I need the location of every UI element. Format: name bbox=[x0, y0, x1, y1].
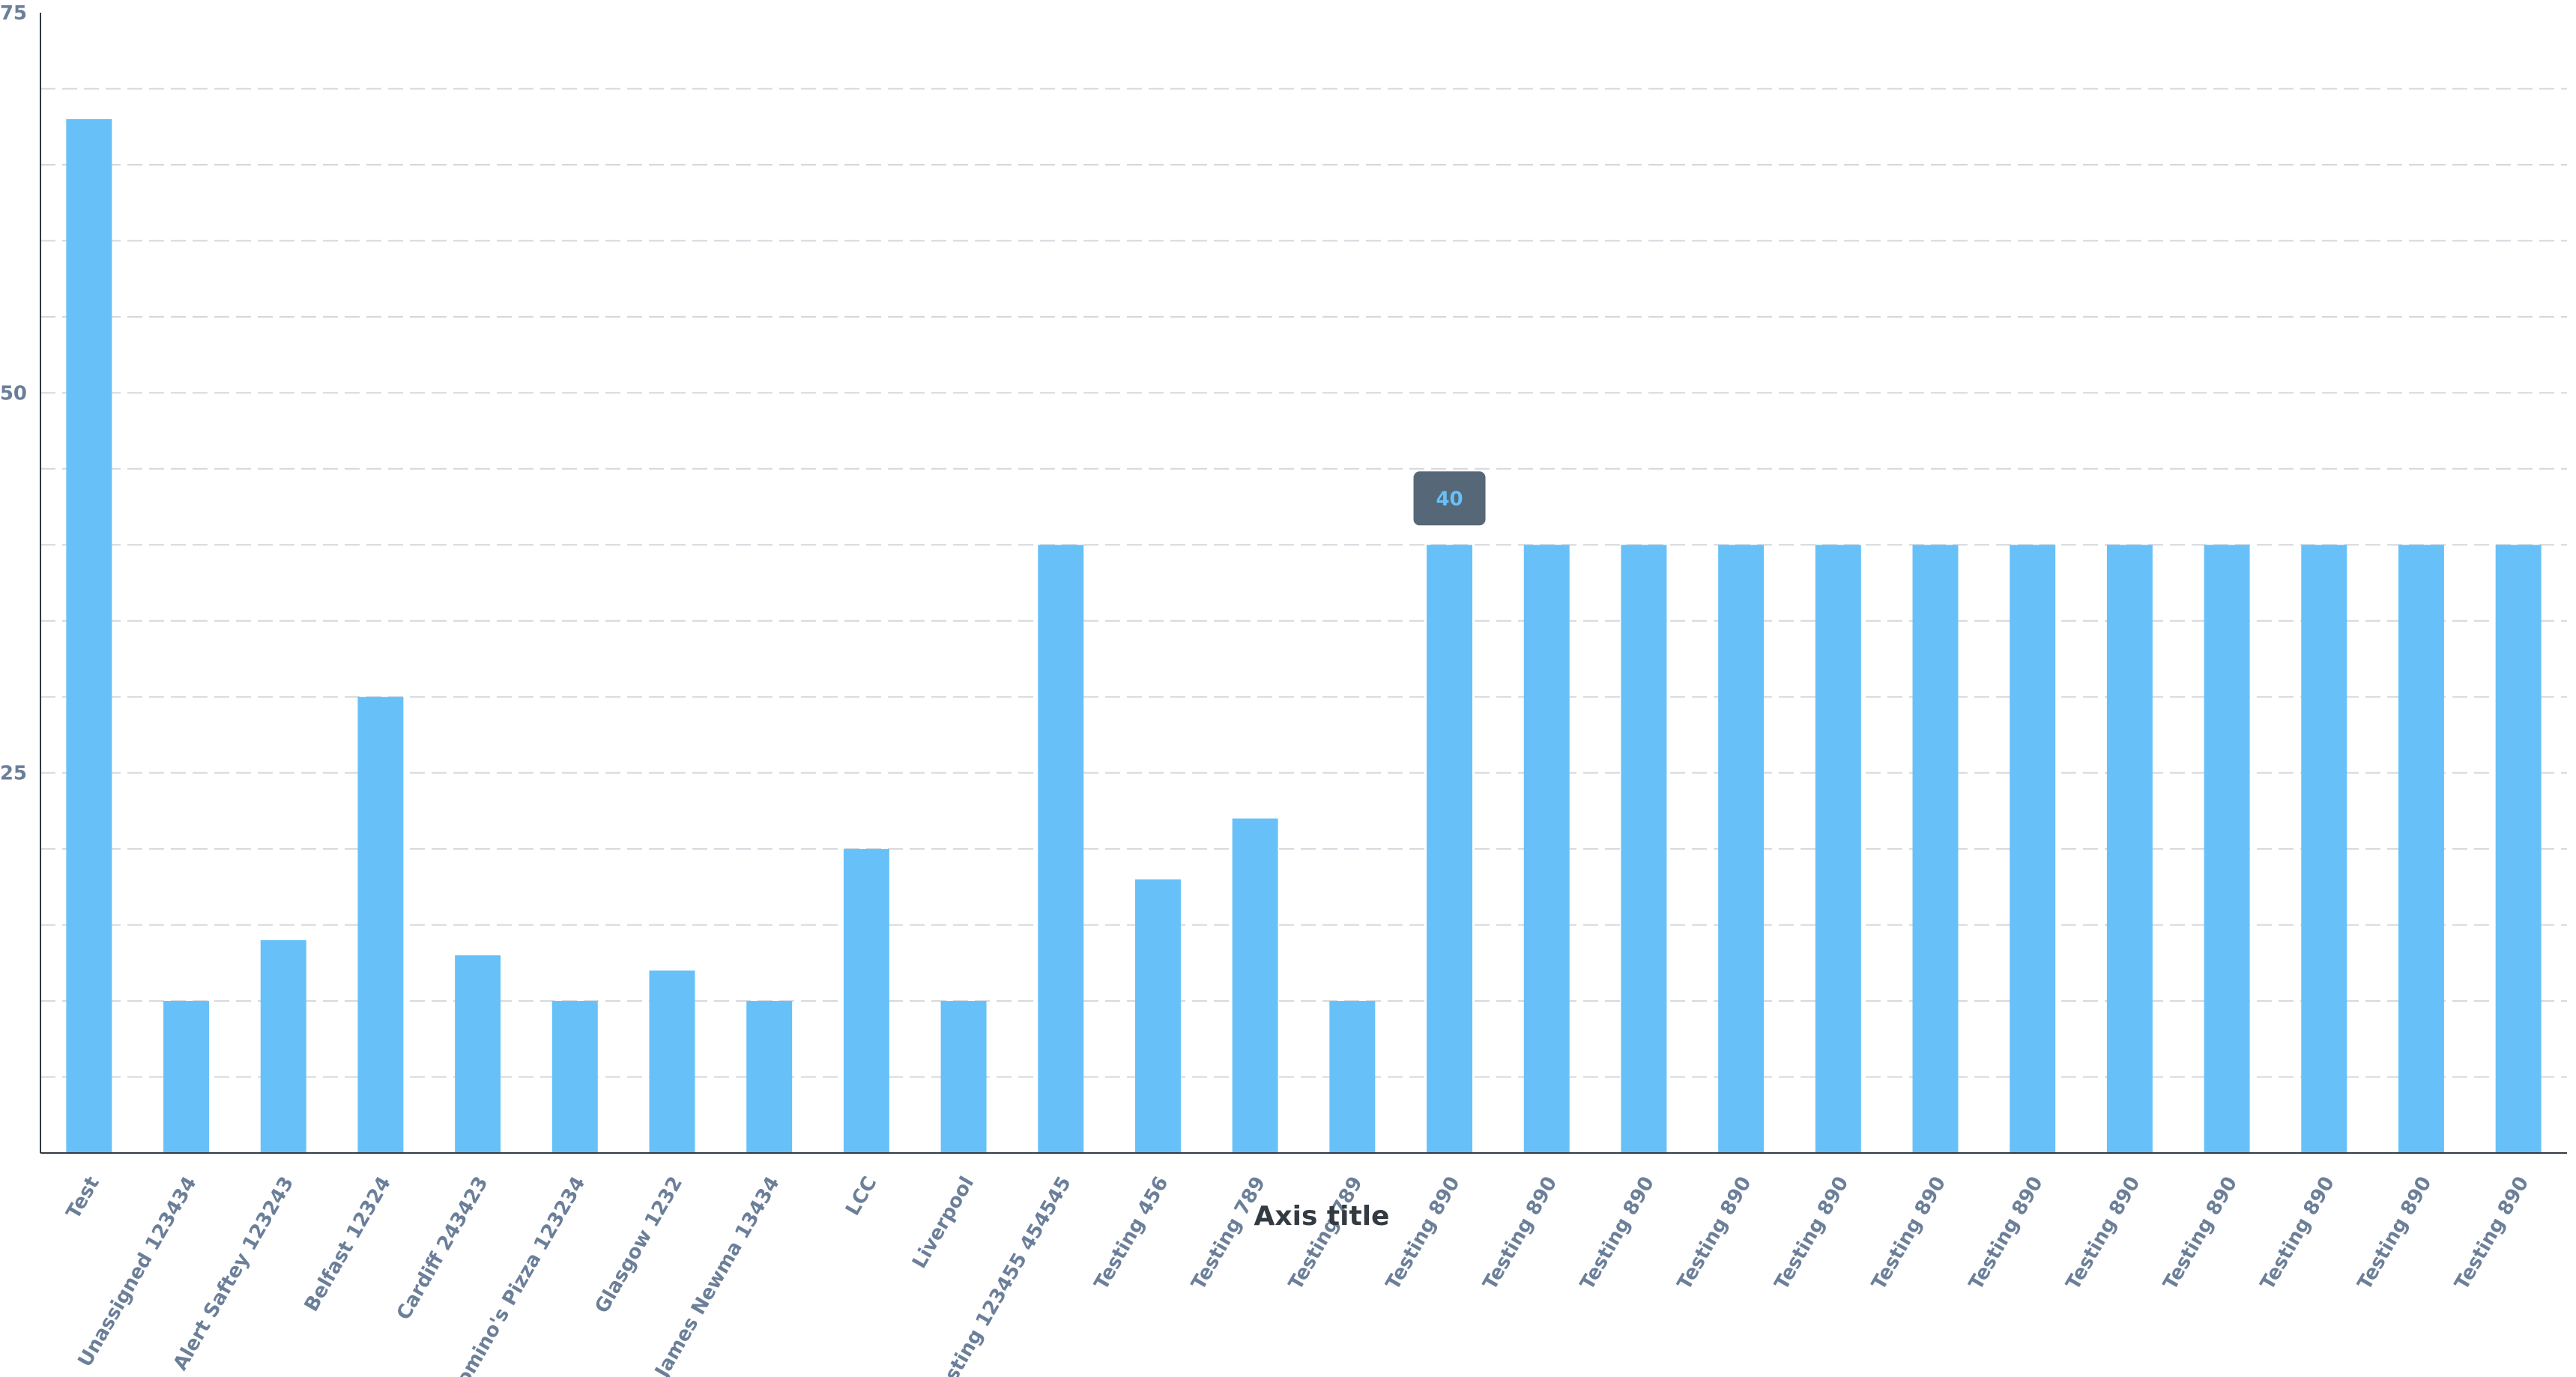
bar-tooltip: 40 bbox=[1413, 471, 1486, 526]
y-axis-ticks: 25 50 75 bbox=[0, 2, 27, 785]
x-tick-label: Test bbox=[62, 1173, 104, 1223]
x-tick-label: Liverpool bbox=[908, 1173, 979, 1273]
bar[interactable] bbox=[551, 1001, 598, 1153]
bar[interactable] bbox=[1523, 545, 1570, 1153]
x-tick-label: Testing 890 bbox=[1576, 1173, 1659, 1295]
bar[interactable] bbox=[2106, 545, 2153, 1153]
x-tick-label: Testing 789 bbox=[1188, 1173, 1271, 1295]
grid-lines bbox=[40, 88, 2567, 1078]
bar[interactable] bbox=[163, 1001, 210, 1153]
x-tick-label: Testing 890 bbox=[1867, 1173, 1950, 1295]
bar[interactable] bbox=[1329, 1001, 1376, 1153]
x-tick-label: Testing 789 bbox=[1284, 1173, 1367, 1295]
x-tick-label: Testing 890 bbox=[2451, 1173, 2534, 1295]
x-axis-title: Axis title bbox=[1254, 1201, 1390, 1232]
bar[interactable] bbox=[746, 1001, 793, 1153]
bar[interactable] bbox=[1815, 545, 1861, 1153]
x-tick-label: Testing 890 bbox=[1382, 1173, 1465, 1295]
bar[interactable] bbox=[1621, 545, 1667, 1153]
x-tick-label: Testing 890 bbox=[2353, 1173, 2437, 1295]
bar[interactable] bbox=[66, 119, 112, 1153]
x-tick-label: Testing 456 bbox=[1090, 1173, 1173, 1295]
x-tick-label: Testing 890 bbox=[1771, 1173, 1854, 1295]
bar[interactable] bbox=[2301, 545, 2347, 1153]
x-tick-label: Testing 890 bbox=[2159, 1173, 2243, 1295]
bar[interactable] bbox=[1232, 818, 1278, 1153]
x-tick-label: Testing 890 bbox=[1673, 1173, 1756, 1295]
y-tick-label: 25 bbox=[0, 763, 27, 785]
x-tick-label: Glasgow 1232 bbox=[590, 1173, 687, 1318]
bar[interactable] bbox=[455, 955, 501, 1153]
bar[interactable] bbox=[2010, 545, 2056, 1153]
bar[interactable] bbox=[1718, 545, 1765, 1153]
bar[interactable] bbox=[1427, 545, 1473, 1153]
bar[interactable] bbox=[357, 697, 404, 1153]
x-tick-label: LCC bbox=[841, 1173, 881, 1220]
bar[interactable] bbox=[649, 970, 695, 1153]
x-tick-label: Cardiff 243423 bbox=[393, 1173, 493, 1325]
y-tick-label: 75 bbox=[0, 2, 27, 25]
bar[interactable] bbox=[2204, 545, 2250, 1153]
tooltip-value: 40 bbox=[1436, 488, 1463, 510]
bar[interactable] bbox=[2398, 545, 2444, 1153]
x-tick-label: Testing 890 bbox=[1479, 1173, 1562, 1295]
tooltip-box bbox=[1413, 471, 1486, 526]
bar[interactable] bbox=[260, 939, 306, 1153]
bar[interactable] bbox=[940, 1001, 987, 1153]
bar[interactable] bbox=[2495, 545, 2542, 1153]
bar[interactable] bbox=[843, 849, 889, 1153]
y-tick-label: 50 bbox=[0, 382, 27, 405]
x-tick-label: Belfast 12324 bbox=[300, 1173, 396, 1316]
bar[interactable] bbox=[1134, 879, 1181, 1153]
x-tick-label: Testing 890 bbox=[2256, 1173, 2339, 1295]
x-tick-label: Testing 890 bbox=[1965, 1173, 2048, 1295]
x-tick-label: Testing 890 bbox=[2062, 1173, 2145, 1295]
bar[interactable] bbox=[1038, 545, 1084, 1153]
bar[interactable] bbox=[1912, 545, 1959, 1153]
bars bbox=[66, 119, 2542, 1153]
